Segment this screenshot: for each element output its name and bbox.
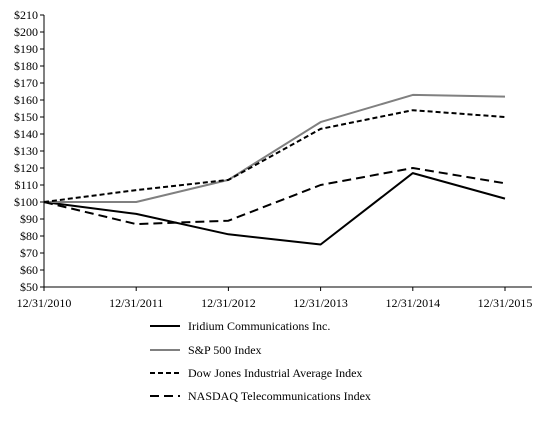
- y-tick-label: $50: [20, 280, 38, 294]
- legend-label: Iridium Communications Inc.: [188, 319, 330, 333]
- legend-label: Dow Jones Industrial Average Index: [188, 366, 362, 380]
- x-tick-label: 12/31/2015: [478, 296, 533, 310]
- x-tick-label: 12/31/2013: [293, 296, 348, 310]
- x-tick-label: 12/31/2011: [109, 296, 163, 310]
- y-tick-label: $150: [14, 110, 38, 124]
- legend: Iridium Communications Inc. S&P 500 Index…: [150, 319, 371, 403]
- y-tick-label: $190: [14, 42, 38, 56]
- y-tick-label: $120: [14, 161, 38, 175]
- x-tick-label: 12/31/2010: [17, 296, 72, 310]
- y-tick-label: $200: [14, 25, 38, 39]
- y-tick-label: $180: [14, 59, 38, 73]
- y-tick-label: $130: [14, 144, 38, 158]
- y-tick-label: $100: [14, 195, 38, 209]
- legend-label: NASDAQ Telecommunications Index: [188, 389, 371, 403]
- series-lines: [44, 95, 505, 245]
- series-line-1: [44, 173, 505, 244]
- x-axis-ticks: 12/31/2010 12/31/2011 12/31/2012 12/31/2013…: [17, 287, 533, 310]
- series-line-4: [44, 168, 505, 224]
- series-line-3: [44, 110, 505, 202]
- x-tick-label: 12/31/2014: [385, 296, 440, 310]
- y-tick-label: $210: [14, 8, 38, 22]
- y-tick-label: $160: [14, 93, 38, 107]
- y-axis-ticks: $50 $60 $70 $80 $90 $100 $110 $120 $130 $140 $150 $…: [14, 8, 44, 294]
- y-tick-label: $170: [14, 76, 38, 90]
- y-tick-label: $70: [20, 246, 38, 260]
- x-tick-label: 12/31/2012: [201, 296, 256, 310]
- y-tick-label: $80: [20, 229, 38, 243]
- legend-label: S&P 500 Index: [188, 343, 262, 357]
- y-tick-label: $140: [14, 127, 38, 141]
- y-tick-label: $90: [20, 212, 38, 226]
- y-tick-label: $60: [20, 263, 38, 277]
- y-tick-label: $110: [14, 178, 38, 192]
